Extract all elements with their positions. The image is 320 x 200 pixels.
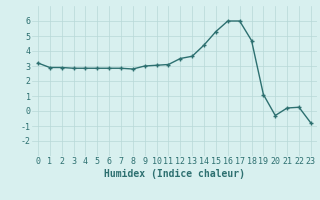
X-axis label: Humidex (Indice chaleur): Humidex (Indice chaleur)	[104, 169, 245, 179]
